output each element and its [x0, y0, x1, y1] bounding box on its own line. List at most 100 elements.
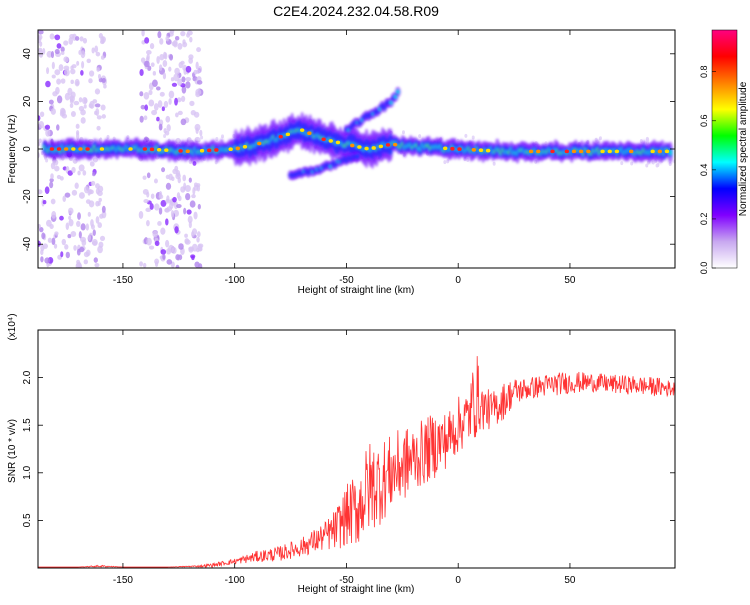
heatmap-noise-speck	[471, 135, 475, 140]
heatmap-hotspot	[149, 147, 155, 152]
heatmap-noise-speck	[70, 79, 74, 85]
heatmap-noise-speck	[44, 124, 51, 130]
snr-x-tick-label: -50	[339, 575, 354, 586]
heatmap-noise-speck	[184, 238, 190, 244]
snr-y-label: SNR (10 * v/v)	[7, 419, 18, 483]
heatmap-noise-speck	[153, 178, 158, 184]
heatmap-noise-speck	[106, 134, 110, 139]
heatmap-noise-speck	[160, 199, 167, 207]
heatmap-noise-speck	[156, 55, 160, 64]
heatmap-noise-speck	[88, 78, 93, 84]
heatmap-noise-speck	[46, 50, 53, 58]
heatmap-noise-speck	[51, 74, 56, 79]
heatmap-noise-speck	[150, 62, 155, 68]
heatmap-hotspot	[285, 132, 291, 137]
heatmap-noise-speck	[73, 245, 77, 251]
heatmap-noise-speck	[68, 37, 74, 45]
heatmap-noise-speck	[139, 91, 144, 97]
heatmap-noise-speck	[94, 45, 99, 53]
heatmap-noise-speck	[168, 66, 172, 72]
heatmap-hotspot	[99, 147, 105, 151]
heatmap-hotspot	[550, 149, 555, 154]
heatmap-noise-speck	[56, 124, 60, 131]
heatmap-noise-speck	[100, 55, 105, 60]
heatmap-noise-speck	[70, 68, 76, 75]
heatmap-noise-speck	[158, 207, 163, 215]
heatmap-noise-speck	[83, 186, 90, 194]
heatmap-hotspot	[600, 149, 605, 154]
heatmap-noise-speck	[79, 36, 84, 42]
heatmap-noise-speck	[159, 53, 165, 61]
heatmap-noise-speck	[156, 116, 160, 122]
heatmap-hotspot	[299, 128, 305, 132]
heatmap-noise-speck	[39, 226, 44, 233]
heatmap-noise-speck	[45, 80, 51, 88]
heatmap-branch	[287, 151, 361, 181]
heatmap-noise-speck	[85, 249, 91, 257]
heatmap-noise-speck	[178, 243, 184, 250]
heatmap-noise-speck	[85, 199, 91, 204]
heatmap-ridge-inner	[668, 149, 673, 156]
heatmap-noise-speck	[169, 54, 174, 61]
heatmap-noise-speck	[174, 35, 180, 41]
heatmap-noise-speck	[50, 51, 55, 59]
snr-y-tick-label: 2.0	[22, 370, 33, 384]
heatmap-noise-speck	[165, 35, 170, 42]
heatmap-branch	[343, 86, 401, 136]
heatmap-noise-speck	[81, 61, 85, 69]
heatmap-noise-speck	[75, 36, 80, 41]
heatmap-noise-speck	[54, 231, 59, 236]
heatmap-noise-speck	[193, 211, 198, 220]
heatmap-hotspot	[485, 148, 491, 153]
heatmap-noise-speck	[189, 200, 196, 208]
heatmap-noise-speck	[159, 38, 164, 45]
heatmap-noise-speck	[80, 117, 86, 124]
snr-y-tick-label: 0.5	[22, 513, 33, 527]
heatmap-noise-speck	[40, 249, 44, 256]
heatmap-noise-speck	[188, 221, 192, 229]
heatmap-y-tick-label: -20	[22, 189, 33, 204]
heatmap-noise-speck	[215, 136, 219, 141]
heatmap-hotspot	[278, 134, 283, 139]
heatmap-noise-speck	[146, 237, 152, 246]
heatmap-noise-speck	[464, 133, 468, 138]
figure-title: C2E4.2024.232.04.58.R09	[273, 3, 439, 19]
heatmap-noise-speck	[76, 60, 80, 66]
heatmap-noise-speck	[99, 213, 104, 219]
heatmap-noise-speck	[51, 210, 57, 219]
heatmap-noise-speck	[168, 98, 172, 105]
heatmap-noise-speck	[80, 50, 86, 59]
heatmap-hotspot	[607, 149, 612, 154]
heatmap-y-tick-label: 20	[22, 95, 33, 107]
heatmap-noise-speck	[150, 193, 155, 199]
heatmap-hotspot	[49, 147, 55, 151]
heatmap-hotspot	[457, 147, 462, 151]
heatmap-noise-speck	[95, 51, 101, 57]
heatmap-layer	[38, 30, 675, 268]
heatmap-noise-speck	[160, 227, 166, 235]
colorbar-label: Normalized spectral amplitude	[738, 81, 749, 216]
heatmap-noise-speck	[45, 129, 51, 137]
heatmap-noise-speck	[63, 68, 70, 77]
heatmap-noise-speck	[153, 103, 159, 111]
heatmap-noise-speck	[180, 118, 187, 126]
heatmap-noise-speck	[83, 259, 89, 265]
heatmap-noise-speck	[171, 176, 175, 181]
heatmap-noise-speck	[75, 123, 80, 129]
heatmap-noise-speck	[630, 161, 634, 166]
heatmap-noise-speck	[83, 104, 87, 109]
heatmap-noise-speck	[139, 68, 144, 77]
heatmap-noise-speck	[60, 51, 65, 56]
heatmap-noise-speck	[175, 112, 179, 118]
heatmap-noise-speck	[49, 178, 54, 183]
heatmap-noise-speck	[74, 182, 79, 189]
heatmap-hotspot	[371, 146, 376, 150]
heatmap-noise-speck	[51, 237, 56, 246]
heatmap-noise-speck	[54, 34, 61, 41]
heatmap-hotspot	[536, 149, 541, 154]
heatmap-noise-speck	[170, 210, 175, 218]
heatmap-branch-inner	[355, 153, 360, 159]
heatmap-x-tick-label: -150	[113, 275, 133, 286]
heatmap-hotspot	[185, 149, 190, 154]
heatmap-noise-speck	[82, 170, 87, 176]
